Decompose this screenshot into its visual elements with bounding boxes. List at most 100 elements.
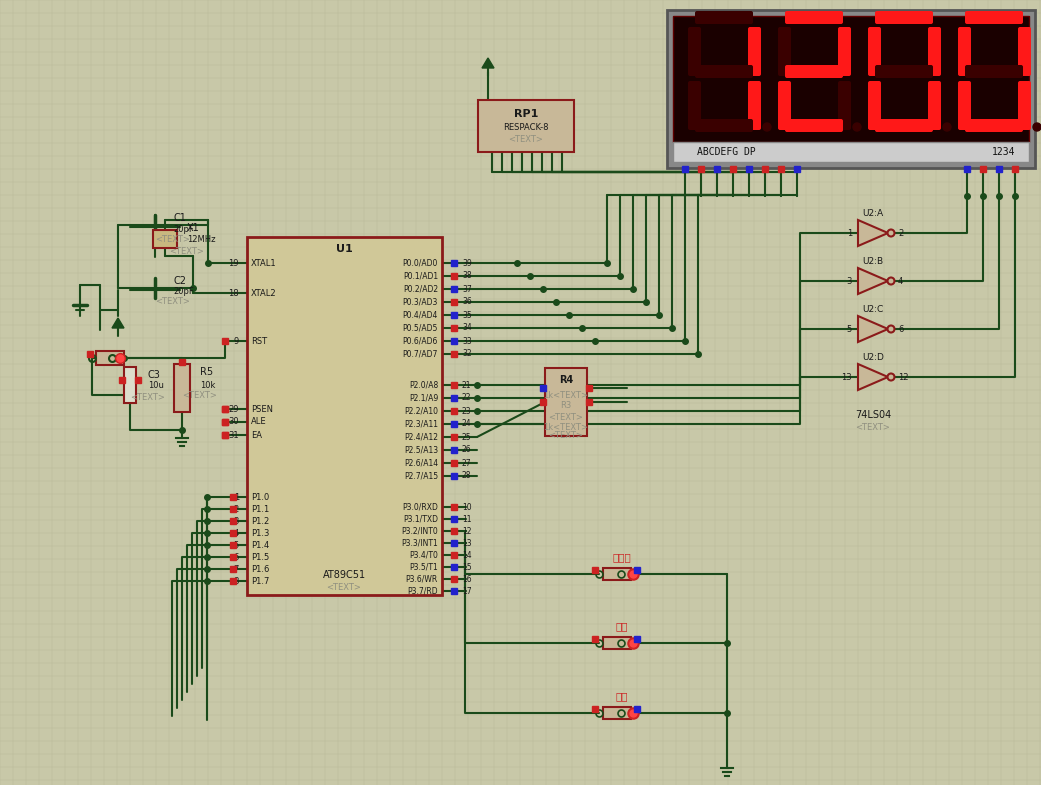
Circle shape (888, 278, 894, 284)
Text: P2.2/A10: P2.2/A10 (404, 407, 438, 415)
Circle shape (1033, 123, 1041, 131)
Text: 36: 36 (462, 298, 472, 306)
FancyBboxPatch shape (748, 27, 761, 76)
Text: R5: R5 (200, 367, 213, 377)
Bar (96, 351, 124, 365)
Text: <TEXT>: <TEXT> (130, 392, 166, 401)
Text: 8: 8 (233, 576, 239, 586)
Bar (174, 364, 191, 412)
Text: <TEXT>: <TEXT> (155, 298, 191, 306)
Text: P0.4/AD4: P0.4/AD4 (403, 311, 438, 319)
Text: 2: 2 (234, 505, 239, 513)
Text: P2.7/A15: P2.7/A15 (404, 472, 438, 480)
Text: <TEXT>: <TEXT> (509, 136, 543, 144)
Text: 1234: 1234 (991, 147, 1015, 157)
Circle shape (853, 123, 861, 131)
Text: X1: X1 (187, 223, 200, 233)
Polygon shape (112, 318, 124, 328)
Text: 1: 1 (846, 228, 852, 238)
Text: C3: C3 (148, 370, 161, 380)
Text: P2.1/A9: P2.1/A9 (409, 393, 438, 403)
Text: 2: 2 (898, 228, 904, 238)
Text: <TEXT>: <TEXT> (549, 414, 583, 422)
Text: <TEXT>: <TEXT> (155, 235, 191, 243)
Bar (603, 637, 631, 649)
Text: P0.1/AD1: P0.1/AD1 (403, 272, 438, 280)
Text: R4: R4 (559, 375, 574, 385)
FancyBboxPatch shape (965, 11, 1023, 24)
Text: P0.2/AD2: P0.2/AD2 (403, 284, 438, 294)
Text: 37: 37 (462, 284, 472, 294)
Text: 19: 19 (229, 258, 239, 268)
FancyBboxPatch shape (875, 119, 933, 132)
Bar (603, 568, 631, 580)
Text: P1.5: P1.5 (251, 553, 270, 561)
Text: P1.4: P1.4 (251, 541, 270, 550)
Text: RST: RST (251, 337, 268, 345)
Bar (247, 237, 442, 595)
Text: 35: 35 (462, 311, 472, 319)
Text: 26: 26 (462, 446, 472, 455)
Polygon shape (482, 58, 494, 68)
FancyBboxPatch shape (875, 65, 933, 78)
Text: 17: 17 (462, 586, 472, 596)
FancyBboxPatch shape (838, 81, 850, 130)
Text: 4: 4 (234, 528, 239, 538)
Circle shape (888, 229, 894, 236)
Text: 74LS04: 74LS04 (855, 410, 891, 420)
Text: 38: 38 (462, 272, 472, 280)
Text: 32: 32 (462, 349, 472, 359)
Text: 5: 5 (846, 324, 852, 334)
Text: P3.0/RXD: P3.0/RXD (402, 502, 438, 512)
Text: 13: 13 (462, 539, 472, 547)
Text: <TEXT>: <TEXT> (182, 392, 218, 400)
Polygon shape (858, 220, 888, 246)
FancyBboxPatch shape (688, 27, 701, 76)
Text: 31: 31 (228, 430, 239, 440)
Text: 15: 15 (462, 563, 472, 571)
Text: 34: 34 (462, 323, 472, 333)
FancyBboxPatch shape (958, 81, 971, 130)
Text: P1.0: P1.0 (251, 492, 270, 502)
Text: RESPACK-8: RESPACK-8 (503, 122, 549, 132)
Bar (545, 368, 587, 436)
Text: U2:A: U2:A (862, 209, 884, 217)
Text: 29: 29 (229, 404, 239, 414)
Text: P2.0/A8: P2.0/A8 (409, 381, 438, 389)
Text: 10: 10 (462, 502, 472, 512)
Polygon shape (858, 364, 888, 390)
Text: 20pF: 20pF (173, 287, 194, 297)
Text: 25: 25 (462, 433, 472, 441)
FancyBboxPatch shape (928, 81, 941, 130)
Text: P3.1/TXD: P3.1/TXD (403, 514, 438, 524)
FancyBboxPatch shape (785, 119, 843, 132)
Text: P1.1: P1.1 (251, 505, 270, 513)
Text: P2.3/A11: P2.3/A11 (404, 419, 438, 429)
Text: 22: 22 (462, 393, 472, 403)
Text: U2:D: U2:D (862, 352, 884, 362)
Text: P1.7: P1.7 (251, 576, 270, 586)
FancyBboxPatch shape (965, 119, 1023, 132)
Text: 1: 1 (234, 492, 239, 502)
Text: P3.4/T0: P3.4/T0 (409, 550, 438, 560)
Text: P0.6/AD6: P0.6/AD6 (403, 337, 438, 345)
FancyBboxPatch shape (958, 27, 971, 76)
Text: 30: 30 (228, 418, 239, 426)
FancyBboxPatch shape (688, 81, 701, 130)
Text: 28: 28 (462, 472, 472, 480)
Text: P3.3/INT1: P3.3/INT1 (401, 539, 438, 547)
FancyBboxPatch shape (695, 65, 753, 78)
FancyBboxPatch shape (1018, 27, 1031, 76)
Text: 21: 21 (462, 381, 472, 389)
Text: P2.4/A12: P2.4/A12 (404, 433, 438, 441)
Text: 11: 11 (462, 514, 472, 524)
Text: 1k<TEXT>: 1k<TEXT> (543, 423, 588, 433)
Text: 5: 5 (234, 541, 239, 550)
FancyBboxPatch shape (778, 27, 791, 76)
Text: XTAL2: XTAL2 (251, 289, 277, 298)
FancyBboxPatch shape (965, 65, 1023, 78)
FancyBboxPatch shape (695, 11, 753, 24)
FancyBboxPatch shape (695, 119, 753, 132)
Text: P0.0/AD0: P0.0/AD0 (403, 258, 438, 268)
Text: P3.6/WR: P3.6/WR (406, 575, 438, 583)
